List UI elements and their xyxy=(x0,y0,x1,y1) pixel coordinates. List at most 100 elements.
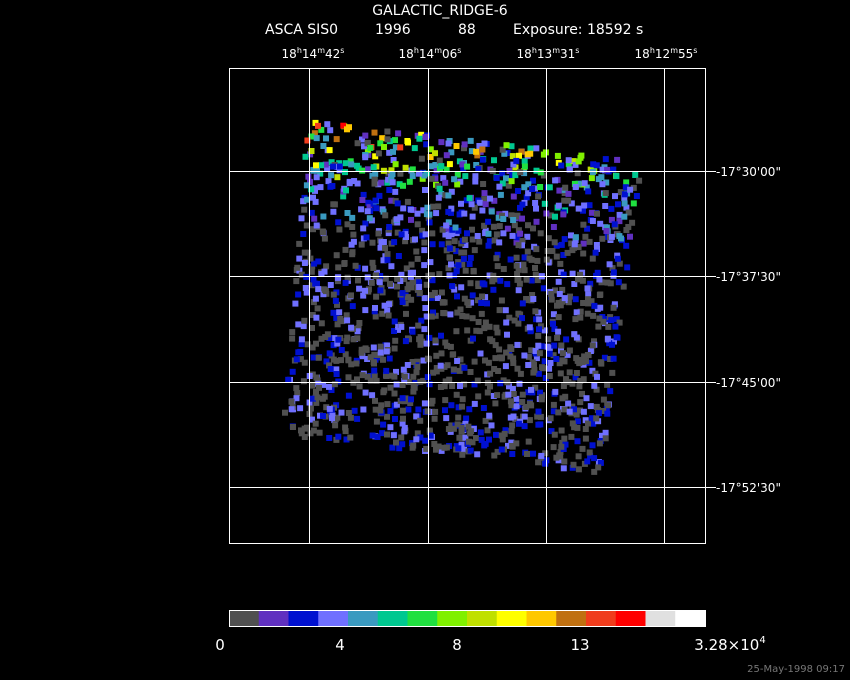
pixel xyxy=(393,401,400,408)
pixel xyxy=(326,335,333,341)
pixel xyxy=(513,403,520,410)
pixel xyxy=(345,392,352,399)
pixel xyxy=(435,194,442,201)
pixel xyxy=(309,382,316,389)
pixel xyxy=(338,347,345,353)
pixel xyxy=(446,376,453,383)
pixel xyxy=(621,191,628,198)
pixel xyxy=(573,411,580,418)
pixel xyxy=(475,393,482,400)
pixel xyxy=(523,194,530,201)
pixel xyxy=(352,262,359,269)
pixel xyxy=(310,194,316,201)
pixel xyxy=(525,353,532,360)
pixel xyxy=(467,447,474,454)
pixel xyxy=(484,427,491,434)
pixel xyxy=(443,222,450,229)
pixel xyxy=(542,460,549,467)
pixel xyxy=(532,308,539,315)
ra-unit: h xyxy=(532,46,537,55)
pixel xyxy=(422,231,429,238)
pixel xyxy=(309,416,315,423)
pixel xyxy=(422,305,429,311)
pixel xyxy=(330,201,337,208)
pixel xyxy=(594,246,600,252)
instrument: ASCA SIS0 xyxy=(265,22,338,38)
pixel xyxy=(316,384,322,391)
pixel xyxy=(392,188,399,195)
pixel xyxy=(533,218,540,225)
pixel xyxy=(549,248,556,254)
pixel xyxy=(376,192,383,199)
pixel xyxy=(320,381,327,388)
pixel xyxy=(343,312,350,319)
pixel xyxy=(466,406,473,413)
pixel xyxy=(508,428,515,435)
exposure: Exposure: 18592 s xyxy=(513,22,643,38)
pixel xyxy=(369,239,376,246)
pixel xyxy=(581,180,588,187)
pixel xyxy=(608,205,615,212)
pixel xyxy=(433,210,440,217)
pixel xyxy=(373,418,380,425)
pixel xyxy=(592,370,599,377)
pixel xyxy=(436,271,443,278)
pixel xyxy=(397,278,404,284)
pixel xyxy=(359,167,366,174)
pixel xyxy=(394,275,401,282)
pixel xyxy=(561,358,568,365)
pixel xyxy=(575,205,582,212)
pixel xyxy=(421,400,428,407)
pixel xyxy=(471,400,478,407)
dec-label: -17°45'00" xyxy=(716,376,781,390)
pixel xyxy=(356,285,363,292)
pixel xyxy=(505,391,512,398)
pixel xyxy=(574,418,581,425)
pixel xyxy=(526,255,533,262)
pixel xyxy=(496,223,503,230)
pixel xyxy=(520,261,527,268)
pixel xyxy=(586,359,593,366)
pixel xyxy=(521,170,528,177)
pixel xyxy=(530,369,537,376)
pixel xyxy=(552,287,558,294)
pixel xyxy=(448,188,455,195)
pixel xyxy=(314,394,321,401)
pixel xyxy=(400,366,407,373)
pixel xyxy=(511,222,518,229)
pixel xyxy=(534,257,541,264)
pixel xyxy=(384,342,391,349)
pixel xyxy=(569,247,576,254)
pixel xyxy=(513,262,520,269)
pixel xyxy=(450,366,457,373)
pixel xyxy=(578,152,585,159)
pixel xyxy=(600,408,607,414)
pixel xyxy=(469,292,476,299)
pixel xyxy=(429,397,436,404)
pixel xyxy=(433,365,440,371)
pixel xyxy=(505,442,511,449)
pixel xyxy=(430,203,436,210)
pixel xyxy=(561,458,568,465)
pixel xyxy=(304,341,311,348)
pixel xyxy=(301,260,308,266)
pixel xyxy=(322,334,329,340)
pixel xyxy=(491,366,498,372)
pixel xyxy=(387,424,394,431)
pixel xyxy=(623,204,630,211)
pixel xyxy=(333,366,340,373)
pixel xyxy=(308,268,315,275)
pixel xyxy=(559,350,566,357)
pixel xyxy=(422,437,429,444)
pixel xyxy=(567,293,573,300)
pixel xyxy=(323,358,330,365)
pixel xyxy=(384,251,391,258)
pixel xyxy=(492,355,499,362)
pixel xyxy=(400,415,406,422)
pixel xyxy=(623,242,630,249)
pixel xyxy=(577,407,583,414)
pixel xyxy=(429,408,435,415)
pixel xyxy=(492,342,499,349)
pixel xyxy=(362,345,369,352)
pixel xyxy=(359,197,366,203)
